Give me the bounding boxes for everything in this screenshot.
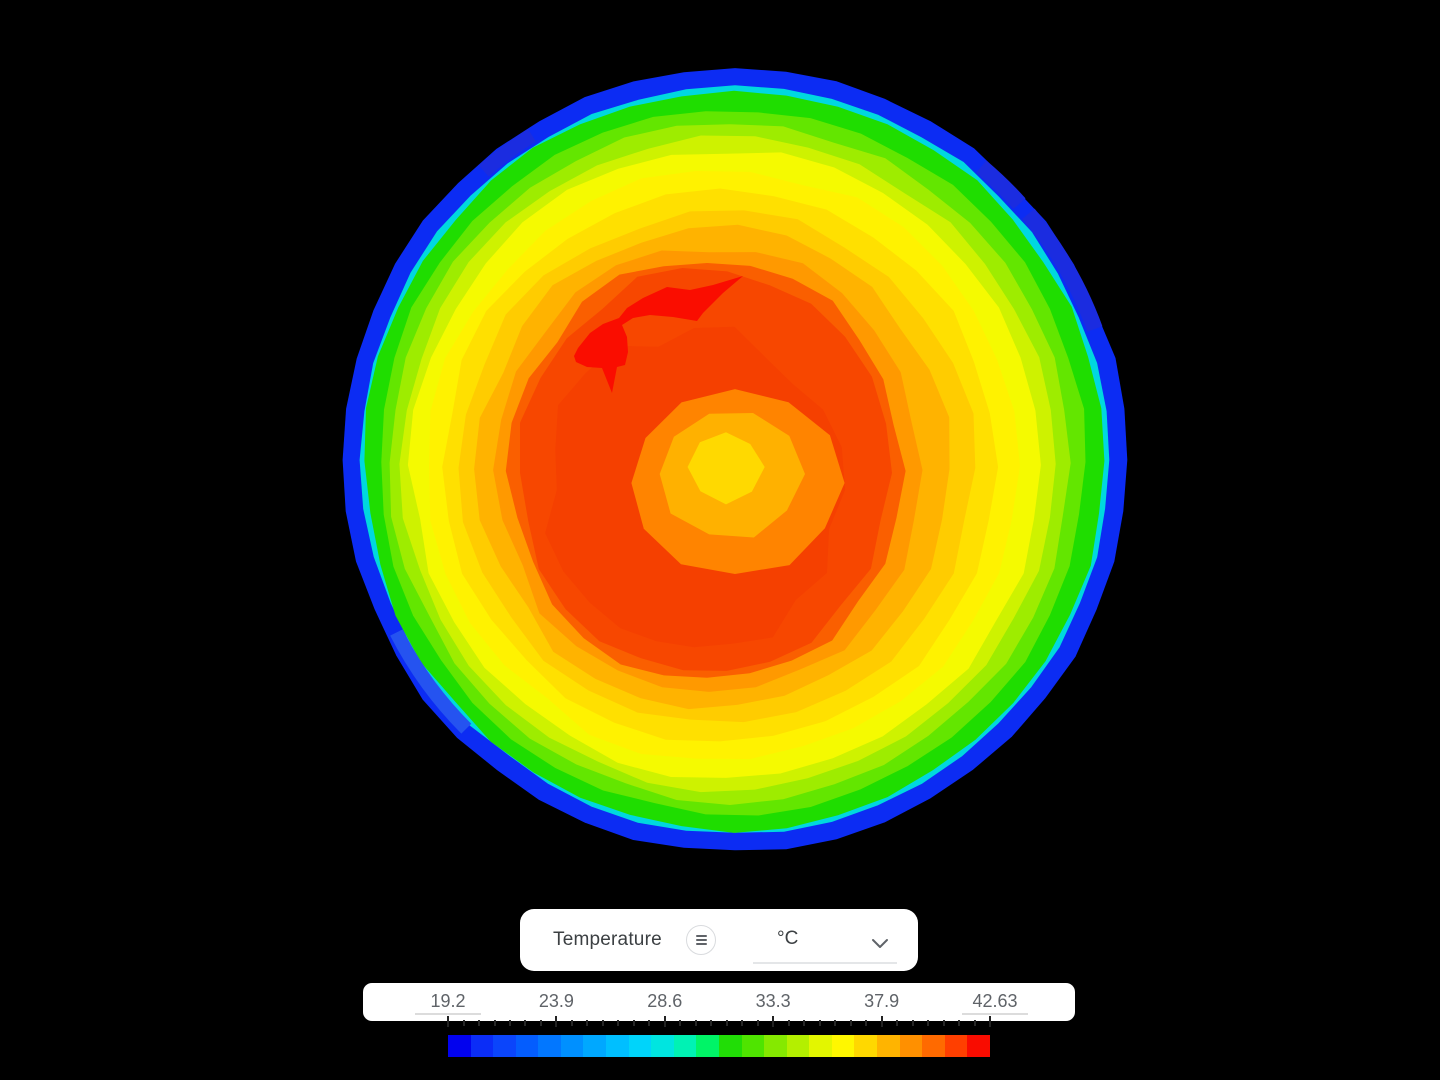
colorbar-segment: [899, 1035, 923, 1057]
contour-bullseye-ring: [687, 432, 765, 505]
colorbar-minor-tick: [911, 1020, 914, 1026]
colorbar-segment: [967, 1035, 990, 1057]
colorbar-minor-tick: [849, 1020, 852, 1026]
colorbar-minor-tick: [927, 1020, 930, 1026]
colorbar-minor-tick: [508, 1020, 511, 1026]
colorbar-segment: [651, 1035, 674, 1057]
contour-ring-shade: [390, 629, 472, 734]
colorbar-minor-tick: [679, 1020, 682, 1026]
unit-select[interactable]: °C: [753, 909, 897, 971]
colorbar-segment: [538, 1035, 561, 1057]
colorbar-minor-tick: [524, 1020, 527, 1026]
colorbar-minor-tick: [539, 1020, 542, 1026]
colorbar-minor-tick: [694, 1020, 697, 1026]
colorbar-segment: [944, 1035, 968, 1057]
colorbar-minor-tick: [617, 1020, 620, 1026]
colorbar-tick-label: 28.6: [647, 991, 683, 1011]
range-field-underline: [962, 1013, 1028, 1015]
colorbar-minor-tick: [493, 1020, 496, 1026]
colorbar-segment: [876, 1035, 900, 1057]
colorbar-segment: [673, 1035, 697, 1057]
colorbar-minor-tick: [710, 1020, 713, 1026]
colorbar-segment: [560, 1035, 584, 1057]
result-field-widget: Temperature °C: [520, 909, 918, 971]
unit-value: °C: [777, 928, 799, 949]
contour-ring-shade: [1022, 208, 1103, 332]
colorbar-segment: [470, 1035, 494, 1057]
colorbar-minor-tick: [570, 1020, 573, 1026]
colorbar-minor-tick: [601, 1020, 604, 1026]
unit-underline: [753, 962, 897, 964]
colorbar-segment: [493, 1035, 516, 1057]
colorbar-tick-label: 37.9: [864, 991, 900, 1011]
contour-hot-patch: [574, 276, 743, 393]
colorbar-minor-tick: [756, 1020, 759, 1026]
colorbar-minor-tick: [632, 1020, 635, 1026]
colorbar-minor-tick: [725, 1020, 728, 1026]
colorbar-major-tick: [772, 1016, 775, 1027]
colorbar-segment: [764, 1035, 787, 1057]
colorbar-major-tick: [880, 1016, 883, 1027]
colorbar-range-field[interactable]: 42.63: [972, 991, 1018, 1011]
colorbar-minor-tick: [896, 1020, 899, 1026]
colorbar-segment: [831, 1035, 855, 1057]
colorbar[interactable]: [448, 1035, 990, 1057]
colorbar-minor-tick: [586, 1020, 589, 1026]
colorbar-segment: [515, 1035, 539, 1057]
colorbar-minor-tick: [865, 1020, 868, 1026]
colorbar-segment: [786, 1035, 810, 1057]
contour-ring-shade: [478, 128, 537, 177]
colorbar-segment: [606, 1035, 629, 1057]
colorbar-range-field[interactable]: 19.2: [430, 991, 466, 1011]
colorbar-segment: [854, 1035, 877, 1057]
colorbar-segment: [448, 1035, 471, 1057]
colorbar-major-tick: [663, 1016, 666, 1027]
colorbar-minor-tick: [973, 1020, 976, 1026]
colorbar-minor-tick: [787, 1020, 790, 1026]
field-label: Temperature: [553, 929, 662, 950]
range-field-underline: [415, 1013, 481, 1015]
colorbar-minor-tick: [942, 1020, 945, 1026]
colorbar-major-tick: [555, 1016, 558, 1027]
colorbar-segment: [741, 1035, 765, 1057]
colorbar-major-tick: [989, 1016, 991, 1027]
chevron-down-icon: [871, 936, 889, 948]
colorbar-minor-tick: [648, 1020, 651, 1026]
colorbar-minor-tick: [741, 1020, 744, 1026]
colorbar-minor-tick: [834, 1020, 837, 1026]
colorbar-segment: [922, 1035, 945, 1057]
colorbar-segment: [809, 1035, 832, 1057]
colorbar-labels-strip: 19.2 23.9 28.6 33.3 37.9 42.63: [363, 983, 1075, 1021]
hamburger-menu-icon[interactable]: [686, 925, 716, 955]
colorbar-minor-tick: [958, 1020, 960, 1026]
colorbar-minor-tick: [478, 1020, 480, 1026]
colorbar-segment: [696, 1035, 719, 1057]
colorbar-minor-tick: [818, 1020, 821, 1026]
colorbar-tick-label: 33.3: [755, 991, 791, 1011]
colorbar-tick-label: 23.9: [538, 991, 574, 1011]
colorbar-major-tick: [447, 1016, 449, 1027]
colorbar-segment: [718, 1035, 742, 1057]
colorbar-minor-tick: [803, 1020, 806, 1026]
contour-ring-shade: [975, 160, 1026, 210]
colorbar-segment: [628, 1035, 652, 1057]
colorbar-segment: [583, 1035, 607, 1057]
colorbar-minor-tick: [462, 1020, 465, 1026]
